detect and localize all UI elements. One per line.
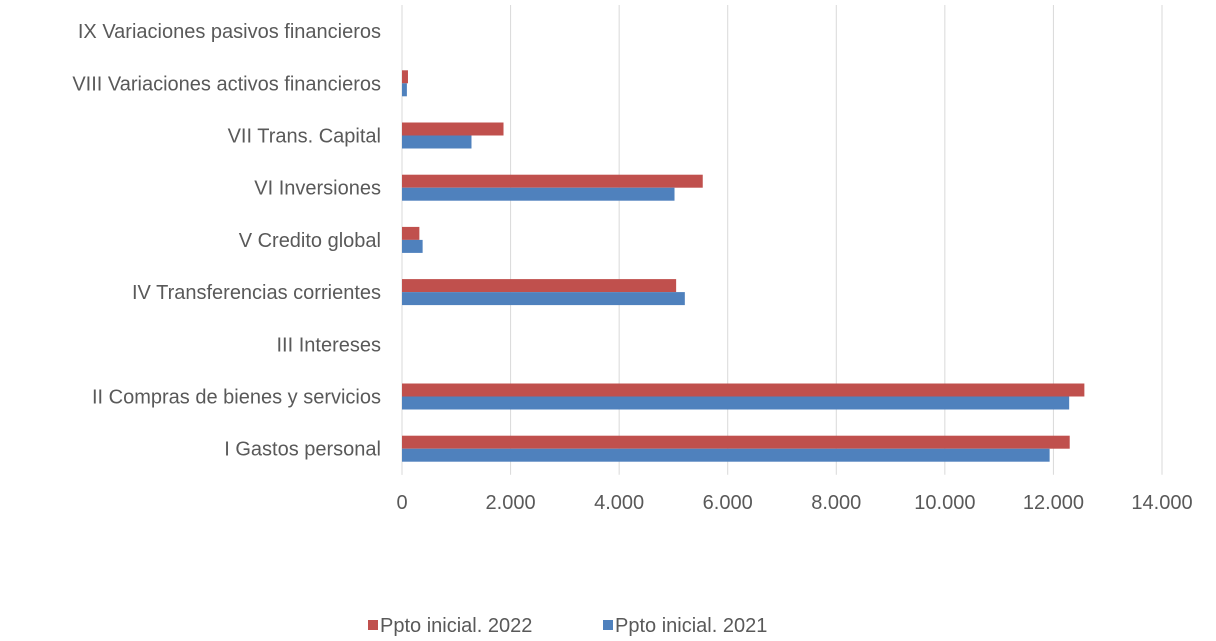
x-tick-label: 4.000 — [594, 492, 644, 514]
x-tick-label: 12.000 — [1023, 492, 1084, 514]
category-label: IX Variaciones pasivos financieros — [78, 21, 381, 43]
x-tick-label: 14.000 — [1131, 492, 1192, 514]
bar — [402, 279, 677, 293]
category-label: VIII Variaciones activos financieros — [72, 73, 381, 95]
bar — [402, 448, 1050, 462]
bar — [402, 122, 504, 136]
x-tick-label: 10.000 — [914, 492, 975, 514]
x-axis-ticks: 0 2.000 4.000 6.000 8.000 10.000 12.000 14.000 — [396, 492, 1192, 514]
category-label: VI Inversiones — [254, 178, 381, 200]
x-tick-label: 8.000 — [811, 492, 861, 514]
category-labels: I Gastos personal II Compras de bienes y … — [72, 21, 381, 461]
legend-swatch — [603, 620, 613, 630]
x-tick-label: 2.000 — [486, 492, 536, 514]
bars — [402, 70, 1085, 462]
legend-swatch — [368, 620, 378, 630]
category-label: III Intereses — [277, 334, 382, 356]
category-label: I Gastos personal — [224, 439, 381, 461]
category-label: VII Trans. Capital — [228, 126, 381, 148]
bar — [402, 70, 408, 84]
legend-label: Ppto inicial. 2021 — [615, 615, 767, 637]
bar — [402, 83, 407, 97]
bar — [402, 135, 472, 149]
bar — [402, 187, 675, 201]
x-tick-label: 0 — [396, 492, 407, 514]
legend: Ppto inicial. 2022 Ppto inicial. 2021 — [368, 615, 767, 637]
bar — [402, 435, 1070, 449]
legend-label: Ppto inicial. 2022 — [380, 615, 532, 637]
bar — [402, 383, 1085, 397]
bar — [402, 292, 685, 306]
bar — [402, 226, 420, 240]
bar — [402, 239, 423, 253]
x-tick-label: 6.000 — [703, 492, 753, 514]
category-label: IV Transferencias corrientes — [132, 282, 381, 304]
bar — [402, 174, 703, 188]
bar — [402, 396, 1070, 410]
category-label: V Credito global — [239, 230, 381, 252]
category-label: II Compras de bienes y servicios — [92, 387, 381, 409]
